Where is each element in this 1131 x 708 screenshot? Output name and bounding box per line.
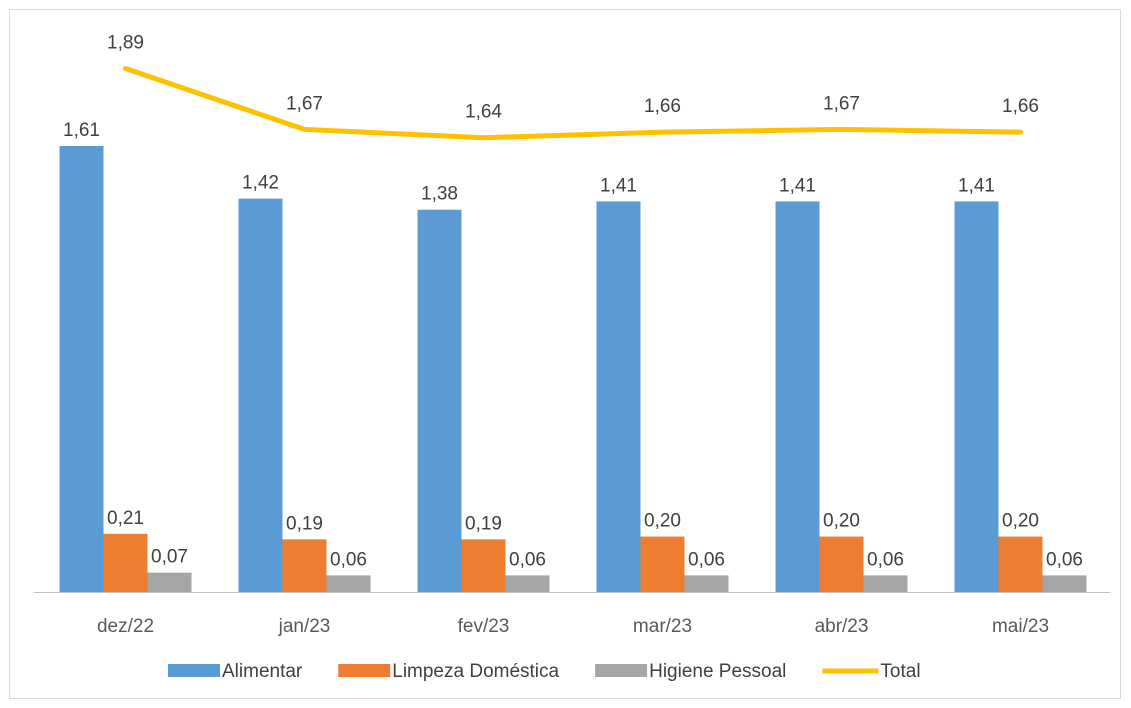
- x-tick-label-0: dez/22: [97, 616, 154, 637]
- bar-higiene-pessoal-0: [147, 572, 192, 592]
- legend-swatch: [338, 664, 391, 677]
- data-label-alimentar-2: 1,38: [421, 184, 458, 205]
- legend-item-alimentar: Alimentar: [168, 661, 303, 682]
- line-total: [123, 65, 1023, 141]
- bar-limpeza-doméstica-3: [640, 536, 685, 592]
- data-label-alimentar-5: 1,41: [958, 175, 995, 196]
- data-label-total-3: 1,66: [644, 96, 681, 117]
- data-label-alimentar-3: 1,41: [600, 175, 637, 196]
- line-layer: [123, 65, 1023, 141]
- data-label-limpeza-doméstica-2: 0,19: [465, 513, 502, 534]
- data-label-limpeza-doméstica-3: 0,20: [644, 511, 681, 532]
- data-label-higiene-pessoal-2: 0,06: [509, 549, 546, 570]
- legend-swatch: [595, 664, 648, 677]
- data-labels-layer: 1,61 0,21 0,07 1,42 0,19 0,06 1,38 0,19 0,06 1,41…: [63, 32, 1083, 570]
- x-axis: dez/22 jan/23 fev/23 mar/23 abr/23 mai/23: [34, 592, 1110, 637]
- legend-label: Alimentar: [222, 661, 303, 682]
- data-label-total-0: 1,89: [107, 32, 144, 53]
- bar-higiene-pessoal-2: [505, 575, 550, 592]
- data-label-higiene-pessoal-0: 0,07: [151, 547, 188, 568]
- data-label-higiene-pessoal-5: 0,06: [1046, 549, 1083, 570]
- x-tick-label-4: abr/23: [815, 616, 869, 637]
- data-label-higiene-pessoal-3: 0,06: [688, 549, 725, 570]
- legend-item-limpeza-doméstica: Limpeza Doméstica: [338, 661, 560, 682]
- data-label-limpeza-doméstica-4: 0,20: [823, 511, 860, 532]
- bar-alimentar-1: [238, 198, 283, 592]
- bars-layer: [59, 146, 1087, 593]
- bar-alimentar-5: [954, 201, 999, 592]
- chart-frame: [9, 9, 1121, 699]
- legend-label: Total: [880, 661, 920, 682]
- bar-alimentar-0: [59, 146, 104, 592]
- bar-higiene-pessoal-4: [863, 575, 908, 592]
- legend: Alimentar Limpeza Doméstica Higiene Pessoa…: [168, 661, 921, 682]
- legend-item-total: Total: [822, 661, 921, 682]
- data-label-total-4: 1,67: [823, 93, 860, 114]
- legend-label: Higiene Pessoal: [649, 661, 786, 682]
- data-label-total-5: 1,66: [1002, 96, 1039, 117]
- bar-higiene-pessoal-5: [1042, 575, 1087, 592]
- data-label-limpeza-doméstica-5: 0,20: [1002, 511, 1039, 532]
- bar-limpeza-doméstica-4: [819, 536, 864, 592]
- bar-higiene-pessoal-1: [326, 575, 371, 592]
- bar-alimentar-2: [417, 209, 462, 593]
- data-label-limpeza-doméstica-1: 0,19: [286, 513, 323, 534]
- bar-higiene-pessoal-3: [684, 575, 729, 592]
- legend-label: Limpeza Doméstica: [392, 661, 559, 682]
- x-tick-label-3: mar/23: [633, 616, 692, 637]
- x-tick-label-5: mai/23: [992, 616, 1049, 637]
- bar-limpeza-doméstica-2: [461, 539, 506, 592]
- data-label-alimentar-4: 1,41: [779, 175, 816, 196]
- x-tick-label-1: jan/23: [278, 616, 331, 637]
- bar-limpeza-doméstica-0: [103, 533, 148, 592]
- data-label-total-1: 1,67: [286, 93, 323, 114]
- data-label-alimentar-0: 1,61: [63, 120, 100, 141]
- data-label-higiene-pessoal-1: 0,06: [330, 549, 367, 570]
- bar-limpeza-doméstica-1: [282, 539, 327, 592]
- legend-swatch: [168, 664, 220, 677]
- data-label-total-2: 1,64: [465, 102, 502, 123]
- data-label-limpeza-doméstica-0: 0,21: [107, 508, 144, 529]
- bar-limpeza-doméstica-5: [998, 536, 1043, 592]
- data-label-alimentar-1: 1,42: [242, 173, 279, 194]
- bar-alimentar-4: [775, 201, 820, 592]
- data-label-higiene-pessoal-4: 0,06: [867, 549, 904, 570]
- x-tick-label-2: fev/23: [458, 616, 510, 637]
- legend-item-higiene-pessoal: Higiene Pessoal: [595, 661, 786, 682]
- bar-alimentar-3: [596, 201, 641, 592]
